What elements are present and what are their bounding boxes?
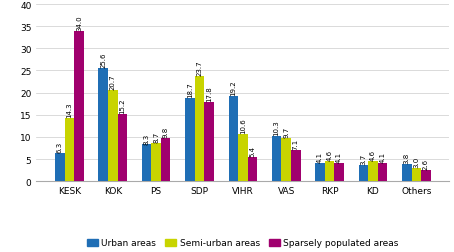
Text: 4.1: 4.1: [336, 151, 342, 163]
Bar: [359, 165, 368, 181]
Text: 3.8: 3.8: [404, 153, 410, 164]
Bar: [99, 69, 108, 181]
Text: 20.7: 20.7: [110, 74, 116, 89]
Bar: [151, 143, 161, 181]
Bar: [272, 136, 281, 181]
Text: 10.3: 10.3: [274, 119, 280, 135]
Text: 19.2: 19.2: [230, 80, 237, 96]
Text: 3.7: 3.7: [360, 153, 366, 164]
Bar: [368, 161, 378, 181]
Bar: [228, 97, 238, 181]
Text: 25.6: 25.6: [100, 52, 106, 68]
Text: 9.8: 9.8: [163, 126, 169, 137]
Text: 4.6: 4.6: [326, 149, 333, 160]
Text: 8.3: 8.3: [143, 133, 150, 144]
Text: 18.7: 18.7: [187, 82, 193, 98]
Text: 4.6: 4.6: [370, 149, 376, 160]
Bar: [161, 138, 170, 181]
Text: 14.3: 14.3: [66, 102, 72, 117]
Bar: [402, 165, 412, 181]
Bar: [248, 158, 257, 181]
Bar: [55, 154, 64, 181]
Text: 15.2: 15.2: [119, 98, 125, 113]
Text: 4.1: 4.1: [317, 151, 323, 163]
Bar: [325, 161, 335, 181]
Bar: [421, 170, 431, 181]
Bar: [204, 103, 214, 181]
Bar: [238, 135, 248, 181]
Text: 10.6: 10.6: [240, 118, 246, 134]
Text: 23.7: 23.7: [197, 60, 202, 76]
Bar: [335, 163, 344, 181]
Text: 3.0: 3.0: [414, 156, 419, 167]
Text: 2.6: 2.6: [423, 158, 429, 169]
Text: 9.7: 9.7: [283, 127, 289, 138]
Bar: [291, 150, 301, 181]
Text: 4.1: 4.1: [380, 151, 385, 163]
Bar: [74, 32, 84, 181]
Text: 34.0: 34.0: [76, 15, 82, 30]
Bar: [118, 114, 127, 181]
Bar: [412, 168, 421, 181]
Text: 17.8: 17.8: [206, 86, 212, 102]
Bar: [316, 163, 325, 181]
Text: 8.7: 8.7: [153, 131, 159, 142]
Bar: [378, 163, 387, 181]
Bar: [185, 99, 195, 181]
Bar: [195, 77, 204, 181]
Legend: Urban areas, Semi-urban areas, Sparsely populated areas: Urban areas, Semi-urban areas, Sparsely …: [84, 235, 402, 251]
Text: 6.3: 6.3: [57, 142, 63, 153]
Bar: [281, 139, 291, 181]
Bar: [142, 145, 151, 181]
Bar: [64, 118, 74, 181]
Text: 5.4: 5.4: [249, 146, 256, 157]
Bar: [108, 90, 118, 181]
Text: 7.1: 7.1: [293, 138, 299, 149]
